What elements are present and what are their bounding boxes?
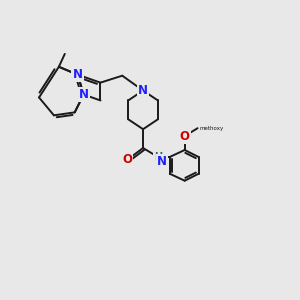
Text: methoxy: methoxy xyxy=(200,126,224,131)
Text: O: O xyxy=(122,153,132,167)
Text: N: N xyxy=(79,88,88,101)
Text: N: N xyxy=(138,84,148,97)
Text: O: O xyxy=(180,130,190,142)
Text: N: N xyxy=(73,68,83,81)
Text: N: N xyxy=(157,155,167,168)
Text: H: H xyxy=(154,152,162,162)
